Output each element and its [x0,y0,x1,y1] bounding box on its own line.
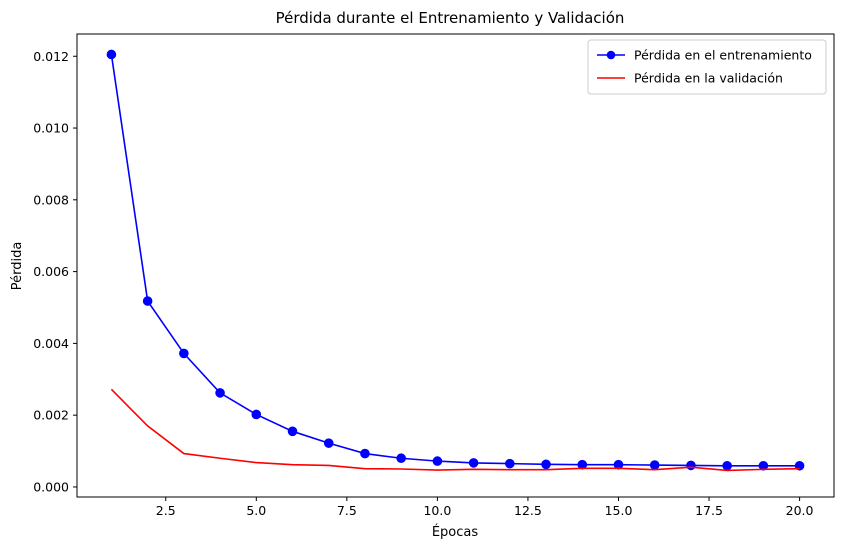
data-point [505,458,515,469]
series-layer [106,49,805,472]
y-tick-label: 0.000 [33,479,69,494]
y-tick-label: 0.006 [33,264,69,279]
y-axis-ticks: 0.000 0.002 0.004 0.006 0.008 0.010 0.012 [33,49,77,494]
y-tick-label: 0.008 [33,192,69,207]
data-point [396,453,406,464]
x-tick-label: 12.5 [514,503,542,518]
y-tick-label: 0.002 [33,408,69,423]
data-point [541,459,551,470]
y-tick-label: 0.004 [33,336,69,351]
x-tick-label: 15.0 [605,503,633,518]
y-tick-label: 0.010 [33,121,69,136]
series-line-training [110,54,800,467]
x-tick-label: 7.5 [337,503,357,518]
legend-box [587,39,827,95]
data-point [432,456,443,466]
x-tick-label: 2.5 [156,503,176,518]
x-tick-label: 10.0 [423,503,451,518]
x-tick-label: 20.0 [786,503,814,518]
data-point [251,409,262,420]
data-point [215,388,225,398]
data-point [468,458,479,468]
legend-marker [606,50,616,60]
data-point [106,49,117,60]
data-point [686,460,696,471]
data-point [360,448,370,459]
plot-frame [76,33,835,498]
data-point [323,438,334,448]
x-axis-label: Épocas [432,524,479,540]
data-point [287,426,298,437]
data-point [142,296,153,306]
data-point [722,460,732,471]
x-axis-ticks: 2.5 5.0 7.5 10.0 12.5 15.0 17.5 20.0 [156,497,814,518]
data-point [179,348,189,359]
y-tick-label: 0.012 [33,49,69,64]
data-point [649,460,660,470]
y-axis-label: Pérdida [10,242,25,291]
legend-entry-label: Pérdida en la validación [634,71,783,86]
legend: Pérdida en el entrenamiento Pérdida en la… [587,39,827,95]
series-line-validation [110,388,800,472]
chart-title: Pérdida durante el Entrenamiento y Valid… [276,9,625,27]
x-tick-label: 5.0 [246,503,266,518]
legend-entry-label: Pérdida en el entrenamiento [634,48,812,63]
x-tick-label: 17.5 [695,503,723,518]
